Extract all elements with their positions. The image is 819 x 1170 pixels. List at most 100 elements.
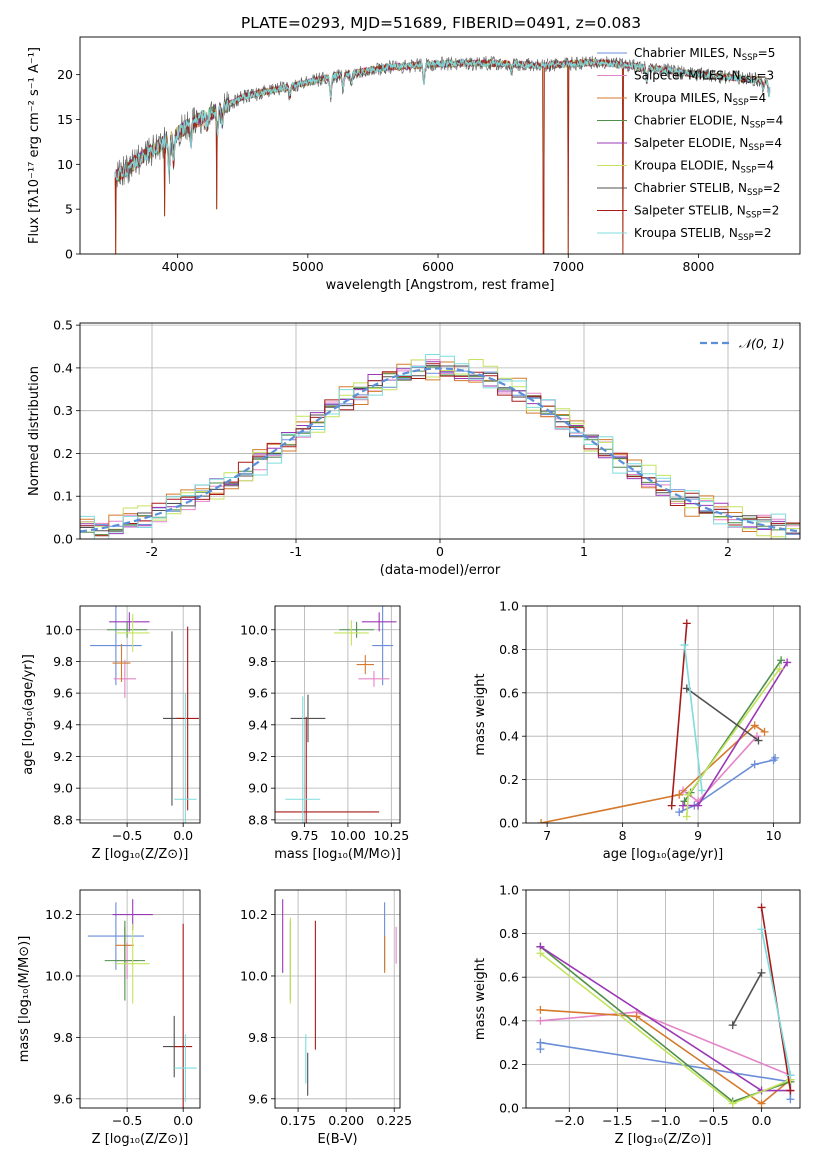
x-tick-label: −2.0 <box>554 1113 584 1128</box>
x-axis-label: wavelength [Angstrom, rest frame] <box>326 278 555 293</box>
x-tick-label: 7000 <box>552 259 584 274</box>
y-tick-label: 1.0 <box>499 599 519 614</box>
weight-marker <box>786 1086 795 1095</box>
weight-marker <box>682 812 691 821</box>
x-tick-label: 0.175 <box>280 1113 316 1128</box>
data-point <box>176 626 199 811</box>
y-tick-label: 9.8 <box>248 654 268 669</box>
x-axis-label: Z [log₁₀(Z/Z⊙)] <box>92 847 189 862</box>
weight-line <box>540 724 765 823</box>
y-axis-label: age [log₁₀(age/yr)] <box>21 654 36 775</box>
x-tick-label: 9.75 <box>291 828 319 843</box>
x-tick-label: 2 <box>724 544 732 559</box>
x-tick-label: 0.0 <box>173 828 193 843</box>
x-tick-label: −0.5 <box>698 1113 728 1128</box>
x-tick-label: 0.200 <box>328 1113 364 1128</box>
y-tick-label: 0.4 <box>499 729 519 744</box>
axes-age_vs_Z: −0.5 0.0 8.8 9.0 9.2 9.4 9.6 9.8 10.0 Z [log₁₀(Z/… <box>21 605 201 862</box>
x-tick-label: −1.0 <box>650 1113 680 1128</box>
data-point <box>87 902 144 970</box>
plot-area <box>536 903 795 1108</box>
x-tick-label: 10 <box>766 828 782 843</box>
y-tick-label: 0.2 <box>499 772 519 787</box>
weight-marker <box>775 664 784 673</box>
weight-marker <box>757 1099 766 1108</box>
y-tick-label: 20 <box>57 67 73 82</box>
y-axis-label: Normed distribution <box>27 366 42 496</box>
x-tick-label: −0.5 <box>112 828 142 843</box>
y-tick-label: 8.8 <box>53 812 73 827</box>
weight-marker <box>771 753 780 762</box>
weight-marker <box>537 819 546 823</box>
weight-line <box>686 687 759 742</box>
legend-entry: Salpeter MILES, NSSP=3 <box>634 69 774 86</box>
weight-marker <box>680 641 689 650</box>
y-tick-label: 0.5 <box>53 318 73 333</box>
legend-entry: Kroupa ELODIE, NSSP=4 <box>634 159 774 176</box>
spectrum-legend: Chabrier MILES, NSSP=5 Salpeter MILES, NS… <box>597 46 783 243</box>
x-tick-label: 10.25 <box>373 828 409 843</box>
data-point <box>115 923 150 1004</box>
weight-marker <box>786 1095 795 1104</box>
axes-residuals: -2 -1 0 1 2 0.0 0.1 0.2 0.3 0.4 0.5 (data-model)/er… <box>27 318 801 578</box>
data-point <box>361 612 397 632</box>
weight-line <box>760 929 792 1076</box>
x-tick-label: −0.5 <box>112 1113 142 1128</box>
weight-marker <box>536 949 545 958</box>
weight-marker <box>536 1038 545 1047</box>
y-tick-label: 0 <box>65 247 73 262</box>
data-point <box>109 612 150 632</box>
x-tick-label: 10.00 <box>330 828 366 843</box>
x-tick-label: 7 <box>543 828 551 843</box>
x-axis-label: age [log₁₀(age/yr)] <box>603 847 724 862</box>
data-point <box>104 920 146 1001</box>
x-tick-label: 8000 <box>683 259 715 274</box>
x-tick-label: 6000 <box>422 259 454 274</box>
y-tick-label: 9.4 <box>248 717 268 732</box>
y-tick-label: 0.2 <box>499 1057 519 1072</box>
plot-area <box>80 354 800 539</box>
weight-marker <box>536 1016 545 1025</box>
weight-line <box>683 645 703 791</box>
axes-frame <box>274 889 401 1109</box>
data-point <box>113 659 137 698</box>
weight-marker <box>728 1021 737 1030</box>
weight-marker <box>783 658 792 667</box>
weight-marker <box>684 790 693 799</box>
legend-entry: Salpeter STELIB, NSSP=2 <box>634 204 779 221</box>
x-tick-label: 0 <box>436 544 444 559</box>
data-point <box>174 923 193 1108</box>
data-point <box>339 621 374 638</box>
weight-marker <box>728 1099 737 1108</box>
y-tick-label: 0.3 <box>53 403 73 418</box>
y-tick-label: 9.8 <box>53 1030 73 1045</box>
y-tick-label: 9.6 <box>53 1091 73 1106</box>
y-tick-label: 9.6 <box>248 1091 268 1106</box>
y-tick-label: 10.2 <box>240 907 268 922</box>
weight-marker <box>786 1071 795 1080</box>
weight-marker <box>757 968 766 977</box>
x-tick-label: 0.225 <box>376 1113 412 1128</box>
spectrum-line <box>114 58 771 181</box>
y-axis-label: mass weight <box>473 673 488 755</box>
y-axis-label: mass weight <box>473 958 488 1040</box>
y-tick-label: 0.6 <box>499 970 519 985</box>
y-tick-label: 10.0 <box>240 968 268 983</box>
y-tick-label: 1.0 <box>499 883 519 898</box>
y-tick-label: 0.8 <box>499 926 519 941</box>
x-axis-label: (data-model)/error <box>380 563 501 578</box>
legend-entry: Salpeter ELODIE, NSSP=4 <box>634 136 782 153</box>
data-point <box>290 694 326 743</box>
data-point <box>115 613 150 652</box>
x-axis-label: mass [log₁₀(M/M⊙)] <box>274 847 401 862</box>
y-tick-label: 0.8 <box>499 642 519 657</box>
figure-title: PLATE=0293, MJD=51689, FIBERID=0491, z=0… <box>241 14 641 32</box>
y-tick-label: 10.0 <box>240 622 268 637</box>
y-tick-label: 5 <box>65 202 73 217</box>
weight-marker <box>694 801 703 810</box>
axes-frame <box>79 605 201 824</box>
histogram-step <box>80 365 800 539</box>
weight-line <box>670 623 688 806</box>
legend-entry: Kroupa MILES, NSSP=4 <box>634 91 766 108</box>
